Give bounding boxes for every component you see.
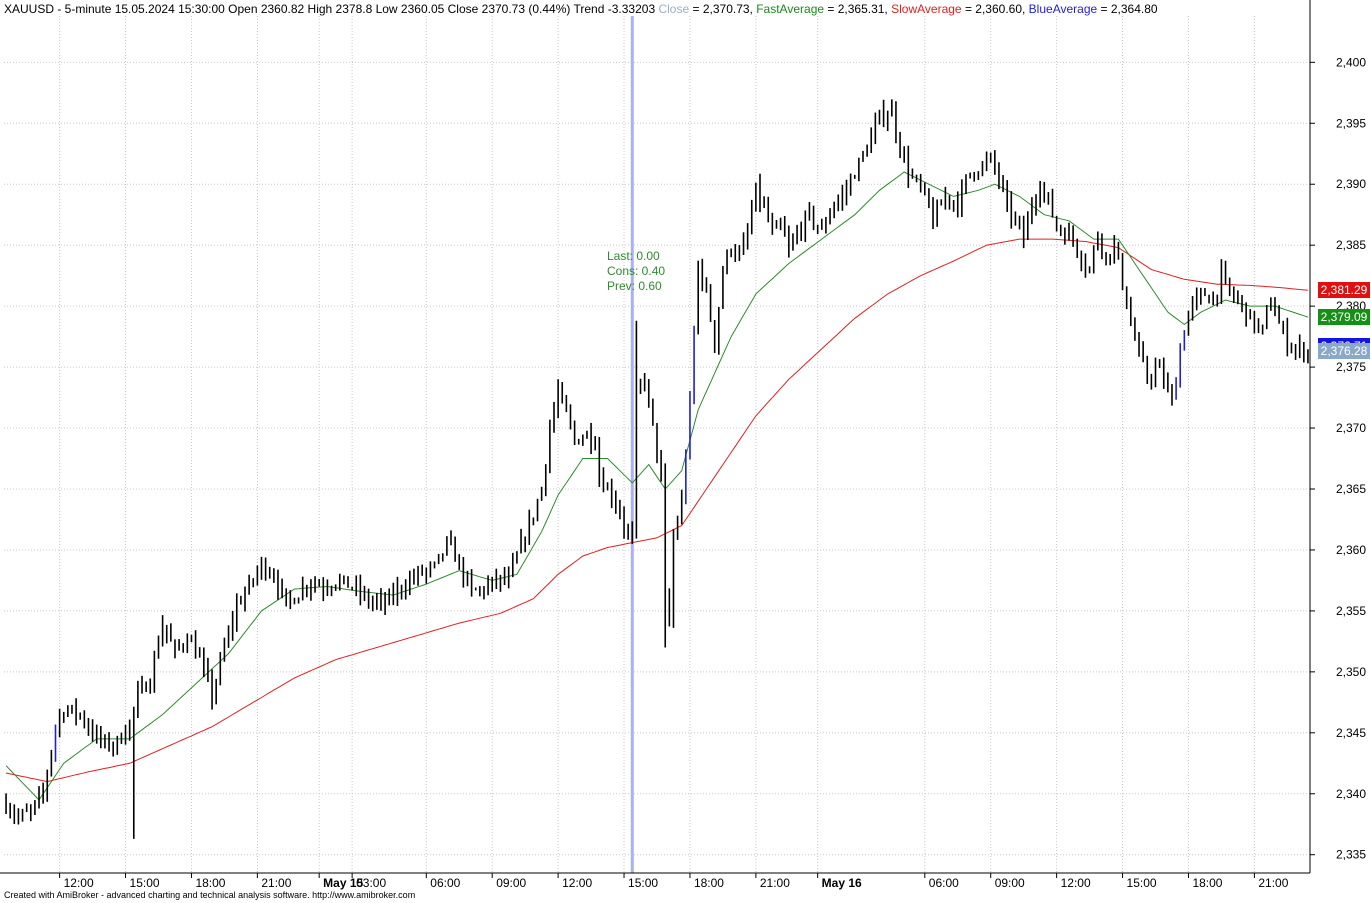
- price-badge: 2,376.28: [1318, 343, 1370, 360]
- y-tick-label: 2,375: [1336, 360, 1366, 374]
- price-badge: 2,379.09: [1318, 309, 1370, 326]
- x-tick-label: 21:00: [1258, 876, 1288, 890]
- x-tick-label: 06:00: [430, 876, 460, 890]
- x-tick-label: 12:00: [562, 876, 592, 890]
- x-tick-label: 21:00: [261, 876, 291, 890]
- y-tick-label: 2,395: [1336, 116, 1366, 130]
- y-tick-label: 2,365: [1336, 482, 1366, 496]
- slow-average-value: = 2,360.60,: [961, 2, 1029, 16]
- slow-average-label: SlowAverage: [891, 2, 962, 16]
- x-tick-label: 06:00: [929, 876, 959, 890]
- y-tick-label: 2,385: [1336, 238, 1366, 252]
- fast-average-value: = 2,365.31,: [824, 2, 892, 16]
- grid: [4, 16, 1310, 873]
- x-tick-label: 09:00: [995, 876, 1025, 890]
- y-tick-label: 2,355: [1336, 604, 1366, 618]
- footer-credit: Created with AmiBroker - advanced charti…: [4, 890, 416, 900]
- x-tick-label: 15:00: [628, 876, 658, 890]
- x-tick-label: 03:00: [356, 876, 386, 890]
- x-tick-label: 18:00: [694, 876, 724, 890]
- y-tick-label: 2,335: [1336, 848, 1366, 862]
- y-tick-label: 2,350: [1336, 665, 1366, 679]
- blue-average-value: = 2,364.80: [1097, 2, 1158, 16]
- x-tick-label: 18:00: [1192, 876, 1222, 890]
- slow-average-line: [5, 238, 1308, 783]
- close-label: Close: [658, 2, 690, 16]
- blue-average-label: BlueAverage: [1028, 2, 1098, 16]
- price-badge: 2,381.29: [1318, 282, 1370, 299]
- x-tick-label: May 15: [323, 876, 363, 890]
- fast-average-line: [5, 171, 1309, 801]
- selected-bar-cursor: [630, 16, 634, 873]
- y-tick-label: 2,400: [1336, 55, 1366, 69]
- x-tick-label: 12:00: [1061, 876, 1091, 890]
- moving-averages: [5, 171, 1309, 801]
- y-tick-label: 2,370: [1336, 421, 1366, 435]
- x-tick-label: May 16: [822, 876, 862, 890]
- annotation-cons: Cons: 0.40: [607, 264, 666, 278]
- y-tick-label: 2,345: [1336, 726, 1366, 740]
- x-tick-label: 09:00: [496, 876, 526, 890]
- x-tick-label: 18:00: [195, 876, 225, 890]
- fast-average-label: FastAverage: [756, 2, 825, 16]
- y-tick-label: 2,390: [1336, 177, 1366, 191]
- annotation-last: Last: 0.00: [607, 249, 660, 263]
- y-tick-label: 2,340: [1336, 787, 1366, 801]
- x-tick-label: 15:00: [130, 876, 160, 890]
- x-tick-label: 12:00: [64, 876, 94, 890]
- price-bars: [5, 99, 1309, 839]
- x-tick-label: 15:00: [1127, 876, 1157, 890]
- y-tick-label: 2,360: [1336, 543, 1366, 557]
- close-value: = 2,370.73,: [689, 2, 757, 16]
- annotation-prev: Prev: 0.60: [607, 279, 662, 293]
- symbol-info: XAUUSD - 5-minute 15.05.2024 15:30:00 Op…: [4, 2, 656, 16]
- cursor-line: [630, 16, 634, 873]
- chart-title: XAUUSD - 5-minute 15.05.2024 15:30:00 Op…: [4, 1, 1158, 17]
- signal-annotation: Last: 0.00 Cons: 0.40 Prev: 0.60: [607, 249, 665, 294]
- x-tick-label: 21:00: [760, 876, 790, 890]
